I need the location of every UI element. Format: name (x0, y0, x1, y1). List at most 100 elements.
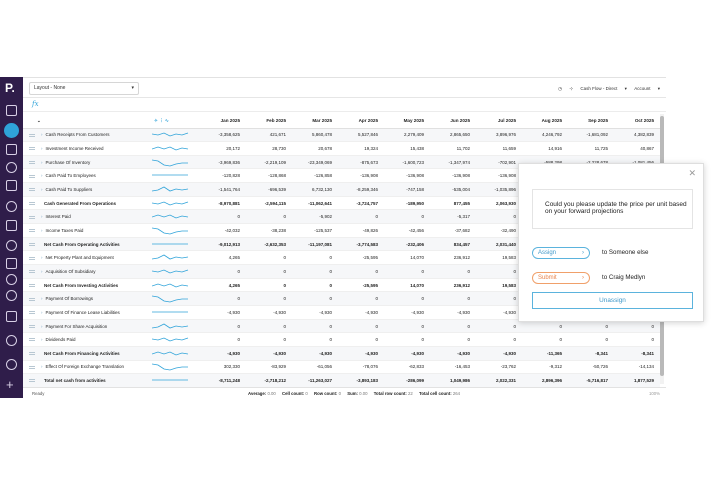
data-cell[interactable]: 19,324 (338, 141, 385, 156)
refresh-icon[interactable] (4, 123, 19, 138)
data-cell[interactable]: -232,406 (384, 237, 431, 252)
formula-bar[interactable]: fx (23, 99, 666, 112)
data-cell[interactable]: -4,930 (292, 346, 339, 361)
data-cell[interactable]: 0 (292, 278, 339, 293)
help-icon[interactable] (6, 359, 17, 370)
sync-icon[interactable] (6, 201, 17, 212)
data-cell[interactable]: 0 (292, 332, 339, 347)
data-cell[interactable]: 0 (292, 291, 339, 307)
data-cell[interactable]: -286,099 (384, 373, 431, 388)
chevron-right-icon[interactable]: › (41, 227, 43, 233)
data-cell[interactable]: -747,158 (384, 182, 431, 197)
data-cell[interactable]: 11,725 (568, 141, 615, 156)
row-drag-handle[interactable] (23, 128, 37, 143)
data-cell[interactable]: 0 (430, 264, 477, 279)
data-cell[interactable]: -49,826 (338, 223, 385, 238)
data-cell[interactable]: -4,930 (430, 346, 477, 361)
heart-icon[interactable] (6, 290, 17, 301)
column-header[interactable]: May 2025 (384, 114, 431, 129)
row-label[interactable]: › Payment For Share Acquisition (37, 319, 151, 334)
data-cell[interactable]: 4,382,839 (614, 128, 661, 143)
row-drag-handle[interactable] (23, 264, 37, 279)
data-cell[interactable]: 14,916 (522, 141, 569, 156)
table-row[interactable]: Net Cash From Financing Activities -4,930… (23, 346, 661, 361)
data-cell[interactable]: 20,172 (194, 141, 247, 156)
data-cell[interactable]: 0 (338, 319, 385, 334)
data-cell[interactable]: -50,726 (568, 360, 615, 375)
data-cell[interactable]: 0 (476, 319, 523, 334)
row-label[interactable]: › Cash Receipts From Customers (37, 128, 151, 143)
row-label[interactable]: › Cash Paid To Suppliers (37, 182, 151, 197)
data-cell[interactable]: -25,595 (338, 278, 385, 293)
row-drag-handle[interactable] (23, 305, 37, 320)
data-cell[interactable]: 0 (246, 278, 293, 293)
data-cell[interactable]: 28,730 (246, 141, 293, 156)
data-cell[interactable]: 0 (338, 332, 385, 347)
edit-icon[interactable] (6, 258, 17, 269)
row-label[interactable]: Net Cash From Investing Activities (37, 278, 151, 293)
data-cell[interactable]: 0 (384, 291, 431, 307)
data-cell[interactable]: -4,930 (476, 305, 523, 320)
data-cell[interactable]: -1,681,092 (568, 128, 615, 143)
row-label[interactable]: Total net cash from activities (37, 373, 151, 388)
chevron-right-icon[interactable]: › (41, 255, 43, 261)
data-cell[interactable]: 4,265 (194, 250, 247, 266)
data-cell[interactable]: 4,246,792 (522, 128, 569, 143)
data-cell[interactable]: -9,012,913 (194, 237, 247, 252)
table-row[interactable]: Total net cash from activities -8,711,248… (23, 373, 661, 388)
data-cell[interactable]: -128,868 (246, 168, 293, 184)
data-cell[interactable]: -11,062,641 (292, 196, 339, 211)
data-cell[interactable]: -23,349,069 (292, 155, 339, 170)
data-cell[interactable]: 11,702 (430, 141, 477, 156)
table-row[interactable]: › Dividends Paid 0 0 0 0 0 0 0 0 0 0 (23, 332, 661, 347)
data-cell[interactable]: -696,539 (246, 182, 293, 197)
data-cell[interactable]: 0 (338, 264, 385, 279)
data-cell[interactable]: -42,032 (194, 223, 247, 238)
data-cell[interactable]: 834,457 (430, 237, 477, 252)
data-cell[interactable]: -4,930 (246, 346, 293, 361)
data-cell[interactable]: -4,930 (292, 305, 339, 320)
row-drag-handle[interactable] (23, 360, 37, 375)
data-cell[interactable]: -11,365 (522, 346, 569, 361)
data-cell[interactable]: -5,716,817 (568, 373, 615, 388)
table-row[interactable]: › Purchase Of Inventory -3,969,836 -2,219,1… (23, 155, 661, 170)
column-header[interactable]: Sep 2025 (568, 114, 615, 129)
row-drag-handle[interactable] (23, 141, 37, 156)
data-cell[interactable]: -4,930 (194, 346, 247, 361)
data-cell[interactable]: 14,070 (384, 278, 431, 293)
data-cell[interactable]: -3,724,757 (338, 196, 385, 211)
row-label[interactable]: › Cash Paid To Employees (37, 168, 151, 184)
data-cell[interactable]: -38,238 (246, 223, 293, 238)
chevron-right-icon[interactable]: › (41, 173, 43, 179)
data-cell[interactable]: -3,969,836 (194, 155, 247, 170)
chevron-right-icon[interactable]: › (41, 214, 43, 220)
data-cell[interactable]: -4,930 (194, 305, 247, 320)
tag-icon[interactable] (6, 220, 17, 231)
data-cell[interactable]: 0 (522, 332, 569, 347)
chevron-right-icon[interactable]: › (41, 132, 43, 138)
chevron-right-icon[interactable]: › (41, 296, 43, 302)
dashboard-icon[interactable] (6, 180, 17, 191)
data-cell[interactable]: -11,263,027 (292, 373, 339, 388)
data-cell[interactable]: 0 (476, 264, 523, 279)
submit-button[interactable]: Submit › (532, 272, 590, 284)
layout-select[interactable]: Layout - None ▾ (29, 82, 139, 95)
row-label[interactable]: › Payment Of Finance Lease Liabilities (37, 305, 151, 320)
chevron-right-icon[interactable]: › (41, 323, 43, 329)
data-cell[interactable]: -136,908 (430, 168, 477, 184)
row-drag-handle[interactable] (23, 168, 37, 184)
row-drag-handle[interactable] (23, 346, 37, 361)
data-cell[interactable]: 20,678 (292, 141, 339, 156)
data-cell[interactable]: 0 (384, 332, 431, 347)
data-cell[interactable]: -4,930 (338, 346, 385, 361)
data-cell[interactable]: -136,908 (476, 168, 523, 184)
row-label[interactable]: › Interest Paid (37, 209, 151, 225)
column-header[interactable]: Jun 2025 (430, 114, 477, 129)
user-icon[interactable] (6, 240, 17, 251)
cloud-icon[interactable] (6, 311, 17, 322)
zoom-level[interactable]: 100% (649, 391, 660, 396)
table-row[interactable]: › Investment Income Received 20,172 28,730 2… (23, 141, 661, 156)
data-cell[interactable]: 0 (194, 264, 247, 279)
data-cell[interactable]: -8,711,248 (194, 373, 247, 388)
view-select[interactable]: Cash Flow - Direct (580, 86, 618, 91)
